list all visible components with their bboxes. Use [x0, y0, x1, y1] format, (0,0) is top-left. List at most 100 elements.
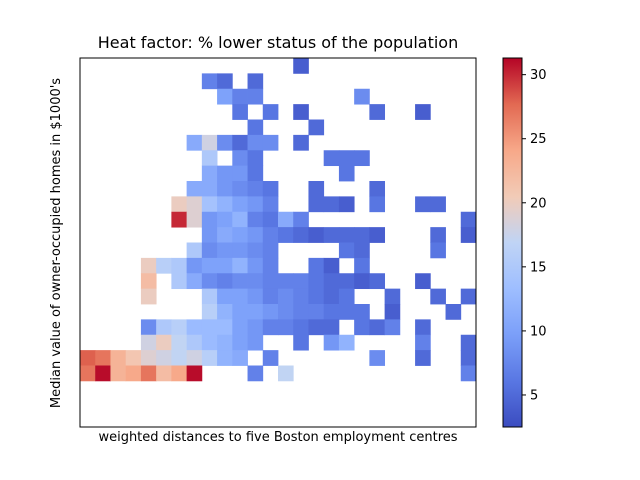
heatmap-cell [232, 288, 248, 305]
heatmap-cell [217, 181, 233, 197]
heatmap-cell [247, 88, 264, 105]
heatmap-cell [338, 304, 355, 320]
heatmap-cell [262, 273, 279, 290]
heatmap-cell [323, 288, 340, 305]
heatmap-cell [247, 150, 264, 167]
heatmap-cell [262, 196, 279, 213]
heatmap-cell [201, 165, 218, 182]
heatmap-cell [369, 181, 386, 197]
heatmap-cell [338, 196, 355, 213]
heatmap-cell [308, 319, 325, 336]
plot-frame [79, 57, 477, 428]
heatmap-cell [186, 365, 203, 382]
heatmap-cell [80, 350, 96, 366]
heatmap-cell [293, 58, 309, 74]
heatmap-cell [201, 181, 218, 197]
heatmap-cell [354, 304, 370, 320]
heatmap-cell [338, 334, 355, 351]
heatmap-cell [232, 150, 248, 167]
heatmap-cell [217, 211, 233, 228]
x-axis-label: weighted distances to five Boston employ… [98, 430, 458, 445]
heatmap-cell [247, 73, 264, 90]
heatmap-cell [338, 273, 355, 290]
heatmap-cell [384, 288, 401, 305]
heatmap-cell [308, 119, 325, 136]
heatmap-cell [156, 257, 172, 274]
heatmap-cell [217, 288, 233, 305]
heatmap-cell [217, 273, 233, 290]
heatmap-cell [308, 288, 325, 305]
heatmap-cell [354, 150, 370, 167]
heatmap-cell [338, 165, 355, 182]
heatmap-cell [293, 134, 309, 151]
heatmap-cell [247, 304, 264, 320]
heatmap-cell [323, 319, 340, 336]
heatmap-cell [430, 242, 446, 259]
heatmap-cell [415, 104, 431, 120]
heatmap-cell [186, 273, 203, 290]
heatmap-cell [140, 319, 157, 336]
heatmap-cell [201, 242, 218, 259]
colorbar [502, 57, 523, 428]
heatmap-cell [201, 257, 218, 274]
colorbar-tick-label: 30 [530, 68, 547, 83]
heatmap-cell [460, 365, 477, 382]
heatmap-cell [278, 319, 294, 336]
heatmap-cell [354, 88, 370, 105]
heatmap-cell [338, 242, 355, 259]
heatmap-cell [201, 211, 218, 228]
heatmap-cell [430, 288, 446, 305]
heatmap-cell [354, 319, 370, 336]
heatmap-cell [232, 273, 248, 290]
heatmap-cell [217, 304, 233, 320]
heatmap-cell [201, 273, 218, 290]
heatmap-cell [308, 181, 325, 197]
heatmap-cell [95, 350, 111, 366]
heatmap-cell [262, 181, 279, 197]
heatmap-cell [156, 365, 172, 382]
heatmap-cell [232, 134, 248, 151]
heatmap-cell [308, 273, 325, 290]
heatmap-cell [125, 365, 142, 382]
heatmap-cell [217, 88, 233, 105]
colorbar-tick-label: 5 [530, 388, 538, 403]
heatmap-cell [247, 211, 264, 228]
heatmap-cell [293, 104, 309, 120]
heatmap-cell [156, 319, 172, 336]
heatmap-cell [338, 150, 355, 167]
heatmap-cell [430, 227, 446, 243]
heatmap-cell [201, 350, 218, 366]
heatmap-cell [232, 104, 248, 120]
heatmap-cell [171, 273, 188, 290]
heatmap-cell [232, 88, 248, 105]
heatmap-cell [232, 350, 248, 366]
heatmap-cell [217, 257, 233, 274]
heatmap-cell [323, 273, 340, 290]
heatmap-cell [217, 134, 233, 151]
chart-title: Heat factor: % lower status of the popul… [97, 33, 459, 52]
heatmap-cell [186, 334, 203, 351]
heatmap-cell [247, 119, 264, 136]
heatmap-cell [293, 227, 309, 243]
heatmap-cell [247, 319, 264, 336]
heatmap-cell [247, 181, 264, 197]
heatmap-cell [415, 319, 431, 336]
heatmap-cell [415, 350, 431, 366]
heatmap-cell [323, 227, 340, 243]
heatmap-cell [232, 196, 248, 213]
heatmap-cell [232, 304, 248, 320]
heatmap-cell [186, 181, 203, 197]
heatmap-cell [171, 365, 188, 382]
y-axis-label: Median value of owner-occupied homes in … [49, 77, 64, 409]
heatmap-cell [278, 211, 294, 228]
heatmap-cell [201, 319, 218, 336]
heatmap-cell [171, 350, 188, 366]
heatmap-cell [186, 134, 203, 151]
heatmap-cell [140, 257, 157, 274]
heatmap-cell [262, 211, 279, 228]
heatmap-cell [415, 334, 431, 351]
heatmap-cell [293, 288, 309, 305]
heatmap-cell [415, 273, 431, 290]
heatmap-cell [156, 334, 172, 351]
heatmap-cell [232, 181, 248, 197]
